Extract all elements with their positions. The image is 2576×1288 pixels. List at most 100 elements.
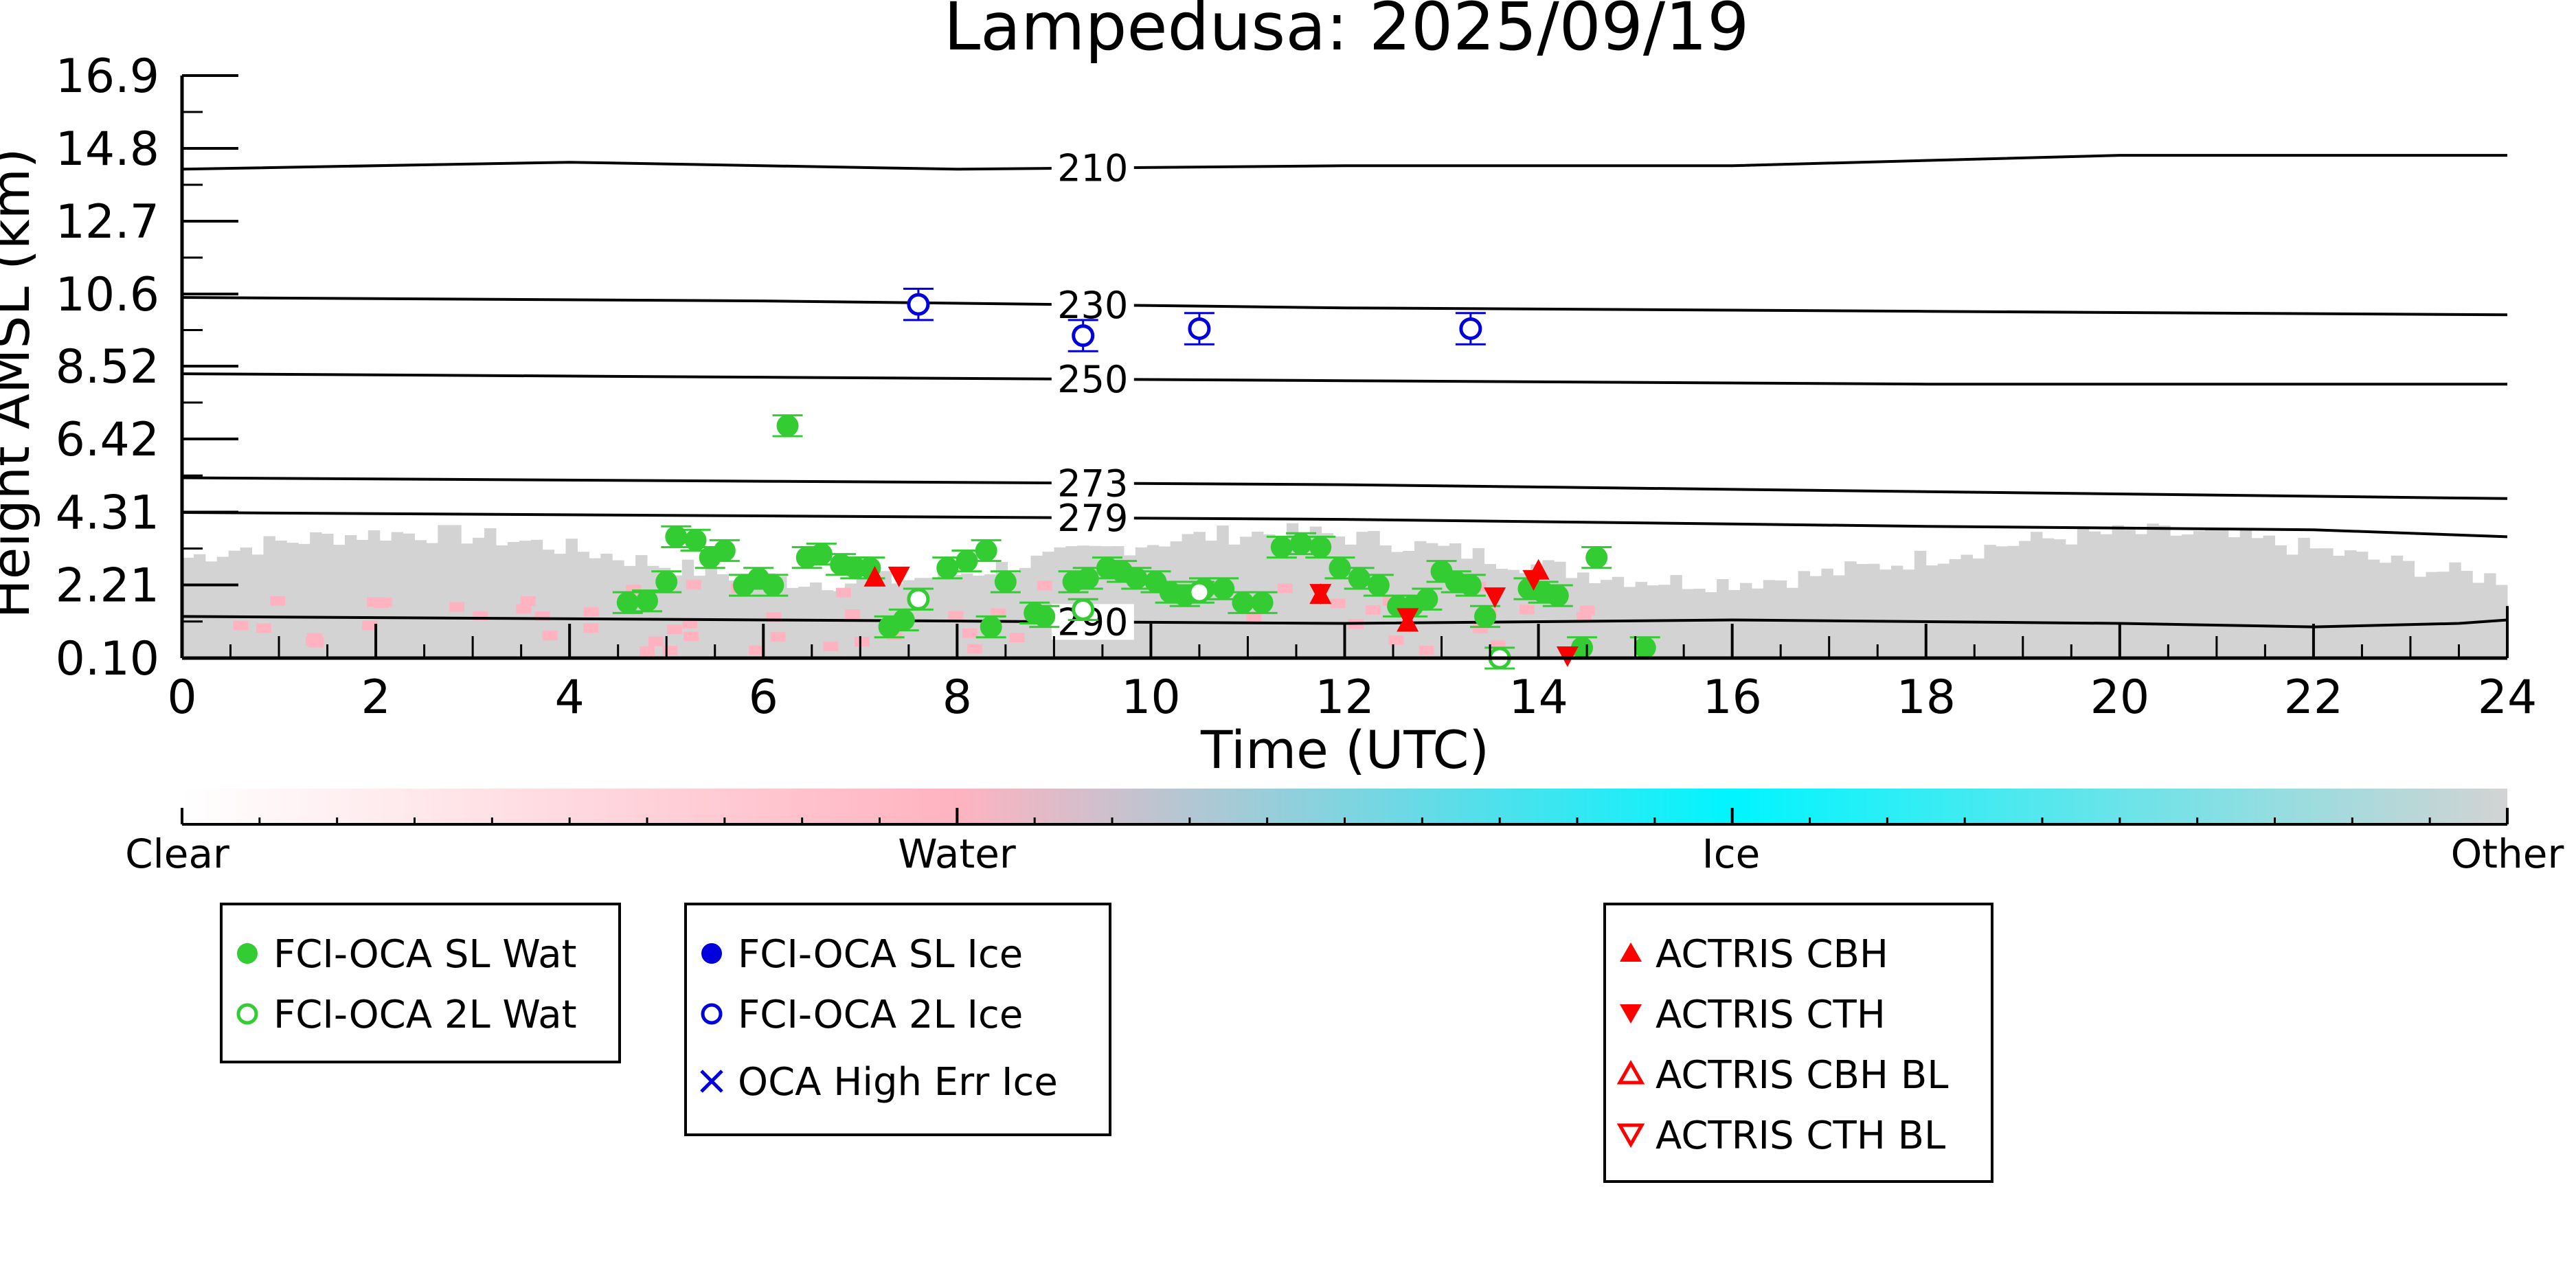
curtain-column <box>2216 528 2229 658</box>
curtain-water-speckle <box>686 580 701 590</box>
y-axis-label: Height AMSL (km) <box>0 148 41 618</box>
legend-ice: FCI-OCA SL Ice FCI-OCA 2L Ice OCA High E… <box>684 903 1111 1136</box>
isotherm-label-bg <box>1051 499 1134 536</box>
data-markers <box>612 287 1660 670</box>
curtain-column <box>542 550 555 658</box>
curtain-column <box>1623 587 1636 658</box>
marker-fci-oca-sl-wat <box>1076 567 1099 589</box>
curtain-column <box>1786 587 1799 658</box>
curtain-water-speckle <box>362 620 378 631</box>
marker-fci-oca-sl-wat <box>636 589 658 612</box>
curtain-column <box>1868 563 1880 658</box>
curtain-column <box>600 554 613 658</box>
curtain-column <box>344 535 357 658</box>
curtain-column <box>216 556 229 658</box>
curtain-water-speckle <box>640 646 655 656</box>
curtain-column <box>1890 565 1903 658</box>
curtain-water-speckle <box>835 587 851 598</box>
marker-fci-oca-sl-wat <box>1309 536 1332 558</box>
colorbar-label-water: Water <box>898 831 1016 877</box>
curtain-water-speckle <box>270 596 286 606</box>
curtain-column <box>449 525 462 658</box>
x-axis-label: Time (UTC) <box>1200 719 1489 780</box>
legend-actris: ACTRIS CBH ACTRIS CTH ACTRIS CBH BL ACTR… <box>1603 903 1993 1183</box>
legend-label-sl-wat: FCI-OCA SL Wat <box>273 932 577 977</box>
curtain-water-speckle <box>845 609 861 619</box>
curtain-column <box>1972 558 1985 658</box>
curtain-column <box>2355 552 2369 658</box>
curtain-column <box>2437 572 2450 658</box>
curtain-column <box>1833 575 1845 658</box>
curtain-column <box>461 543 473 658</box>
marker-fci-oca-sl-wat <box>980 615 1002 638</box>
curtain-column <box>926 578 938 658</box>
curtain-column <box>530 539 543 658</box>
y-tick-label: 14.8 <box>56 122 159 177</box>
marker-fci-oca-sl-wat <box>1585 546 1608 569</box>
curtain-column <box>1274 541 1287 658</box>
marker-fci-oca-2l-ice <box>1188 317 1211 340</box>
curtain-column <box>2379 563 2392 658</box>
curtain-water-speckle <box>682 618 698 629</box>
curtain-water-speckle <box>1246 613 1262 624</box>
chart-title: Lampedusa: 2025/09/19 <box>944 0 1750 65</box>
x-tick-label: 16 <box>1702 670 1762 725</box>
curtain-column <box>1996 546 2008 658</box>
curtain-column <box>1472 548 1485 658</box>
curtain-column <box>356 540 369 658</box>
curtain-column <box>2031 532 2043 658</box>
curtain-column <box>2321 548 2334 658</box>
curtain-water-speckle <box>749 645 765 655</box>
x-tick-label: 4 <box>555 670 585 725</box>
marker-fci-oca-sl-wat <box>776 414 799 437</box>
colorbar-label-clear: Clear <box>125 831 229 877</box>
x-tick-label: 8 <box>942 670 972 725</box>
curtain-column <box>2484 573 2496 658</box>
legend-marker-sl-ice <box>701 943 722 964</box>
curtain-column <box>182 557 194 658</box>
curtain-column <box>1682 589 1694 658</box>
legend-label-cth-bl: ACTRIS CTH BL <box>1656 1114 1945 1158</box>
x-tick-label: 0 <box>167 670 196 725</box>
curtain-column <box>1135 547 1148 658</box>
curtain-column <box>438 525 450 658</box>
curtain-water-speckle <box>1579 605 1595 615</box>
curtain-column <box>286 543 299 658</box>
isotherm-label-279: 279 <box>1057 497 1128 540</box>
curtain-column <box>2309 548 2322 658</box>
curtain-column <box>2414 576 2427 658</box>
curtain-column <box>670 575 683 658</box>
curtain-column <box>1554 561 1566 658</box>
isotherm-line-230 <box>181 296 2508 317</box>
marker-fci-oca-2l-ice <box>1459 317 1482 340</box>
curtain-column <box>2391 555 2404 658</box>
curtain-column <box>2077 527 2090 658</box>
legend-label-cbh-bl: ACTRIS CBH BL <box>1656 1053 1948 1098</box>
curtain-column <box>2367 559 2380 658</box>
curtain-column <box>473 537 485 658</box>
legend-label-cbh: ACTRIS CBH <box>1656 932 1888 977</box>
curtain-column <box>1925 565 1939 658</box>
curtain-column <box>2158 525 2171 658</box>
x-tick-label: 18 <box>1896 670 1956 725</box>
curtain-water-speckle <box>1330 598 1346 609</box>
curtain-water-speckle <box>1388 635 1404 645</box>
marker-actris-cth <box>1522 569 1545 591</box>
curtain-water-speckle <box>962 628 978 638</box>
curtain-column <box>716 574 729 658</box>
legend-marker-cth <box>1620 1004 1642 1024</box>
curtain-water-speckle <box>373 598 389 609</box>
marker-actris-cth <box>1484 587 1506 609</box>
marker-fci-oca-sl-wat <box>1459 574 1482 596</box>
marker-fci-oca-sl-wat <box>1634 636 1656 659</box>
curtain-water-speckle <box>583 623 599 633</box>
marker-fci-oca-sl-wat <box>975 539 997 562</box>
curtain-column <box>403 533 415 658</box>
curtain-water-speckle <box>1519 605 1535 615</box>
marker-fci-oca-sl-wat <box>762 574 784 596</box>
marker-fci-oca-sl-wat <box>1290 532 1313 555</box>
curtain-column <box>2204 530 2217 658</box>
marker-fci-oca-sl-wat <box>1546 585 1569 607</box>
legend-marker-sl-wat <box>237 943 258 964</box>
legend-label-2l-ice: FCI-OCA 2L Ice <box>738 993 1023 1037</box>
